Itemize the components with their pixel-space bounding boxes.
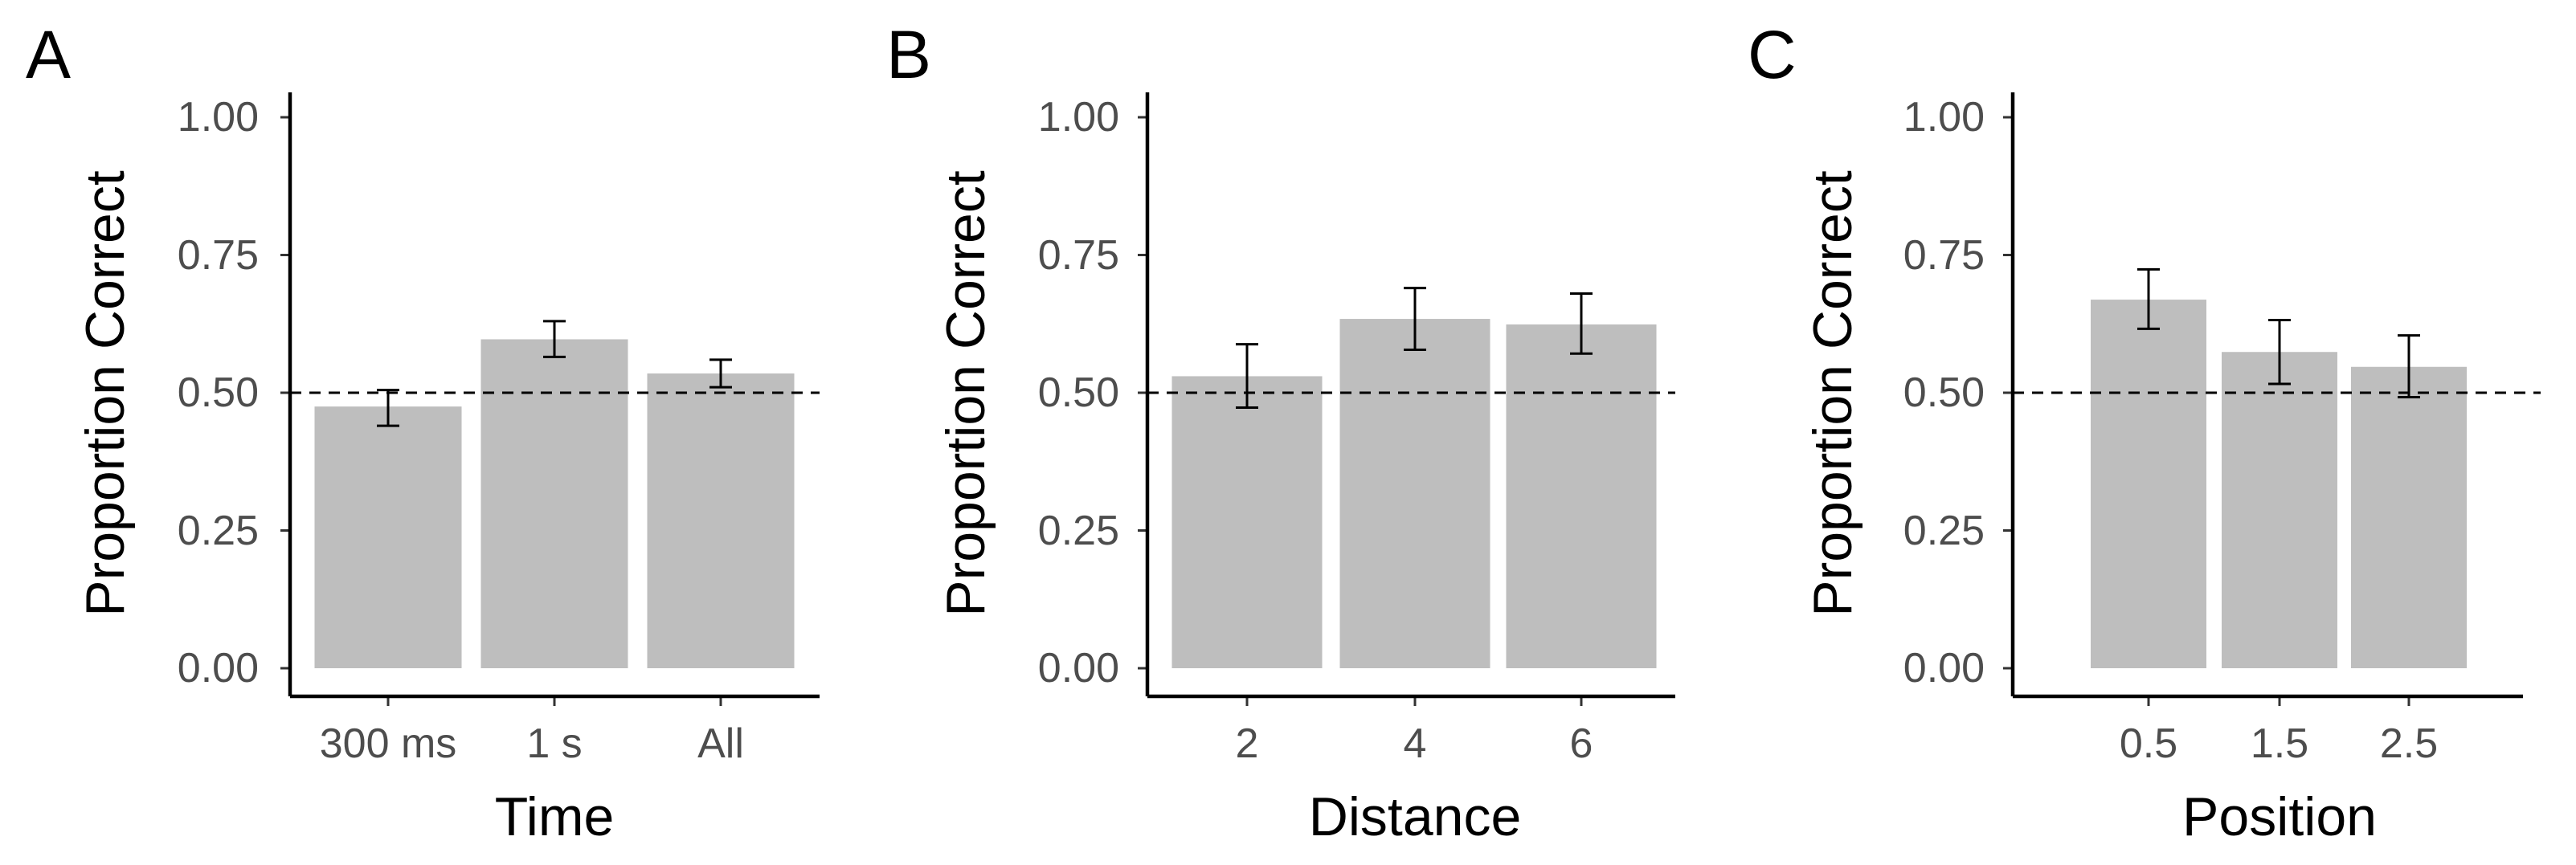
panel-b: B Proportion Correct 2 4 6 0.00 0.25 0.5… (886, 17, 1675, 847)
panel-a-y-axis-label: Proportion Correct (75, 170, 136, 617)
y-tick-label: 0.75 (1903, 232, 1985, 279)
panel-b-x-axis-label: Distance (1309, 786, 1522, 847)
panel-c-x-axis-label: Position (2182, 786, 2377, 847)
bar (480, 339, 628, 668)
bar (647, 373, 795, 668)
panel-c-x-tick-labels: 0.5 1.5 2.5 (2120, 720, 2438, 767)
panel-c: C Proportion Correct 0.5 1.5 2.5 0.00 0.… (1748, 17, 2541, 847)
y-tick-label: 0.50 (1038, 369, 1119, 416)
panel-a-y-tick-labels: 0.00 0.25 0.50 0.75 1.00 (178, 94, 259, 692)
y-tick-label: 0.00 (178, 645, 259, 692)
y-tick-label: 0.75 (1038, 232, 1119, 279)
panel-b-y-axis-label: Proportion Correct (935, 170, 996, 617)
panel-c-plot (2003, 92, 2541, 706)
y-tick-label: 0.00 (1903, 645, 1985, 692)
y-tick-label: 0.50 (1903, 369, 1985, 416)
bar (2222, 352, 2337, 668)
panel-b-y-tick-labels: 0.00 0.25 0.50 0.75 1.00 (1038, 94, 1119, 692)
y-tick-label: 0.25 (178, 508, 259, 554)
x-tick-label: All (697, 720, 744, 767)
bar (1506, 324, 1657, 668)
panel-c-y-axis-label: Proportion Correct (1802, 170, 1863, 617)
y-tick-label: 1.00 (1038, 94, 1119, 141)
y-tick-label: 0.50 (178, 369, 259, 416)
panel-a-x-tick-labels: 300 ms 1 s All (320, 720, 744, 767)
bar (2091, 300, 2206, 668)
bar (1339, 319, 1490, 668)
y-tick-label: 0.75 (178, 232, 259, 279)
panel-b-plot (1138, 92, 1675, 706)
y-tick-label: 0.25 (1903, 508, 1985, 554)
x-tick-label: 0.5 (2120, 720, 2177, 767)
y-tick-label: 0.00 (1038, 645, 1119, 692)
x-tick-label: 1.5 (2251, 720, 2308, 767)
x-tick-label: 2.5 (2380, 720, 2438, 767)
y-tick-label: 1.00 (1903, 94, 1985, 141)
panel-a-x-axis-label: Time (495, 786, 615, 847)
y-tick-label: 0.25 (1038, 508, 1119, 554)
panel-a-plot (280, 92, 820, 706)
y-tick-label: 1.00 (178, 94, 259, 141)
x-tick-label: 4 (1404, 720, 1427, 767)
x-tick-label: 1 s (526, 720, 582, 767)
bar (314, 406, 462, 668)
panel-c-y-tick-labels: 0.00 0.25 0.50 0.75 1.00 (1903, 94, 1985, 692)
x-tick-label: 6 (1570, 720, 1593, 767)
panel-a-letter: A (26, 17, 71, 92)
panel-c-letter: C (1748, 17, 1797, 92)
panel-b-x-tick-labels: 2 4 6 (1236, 720, 1593, 767)
panel-a: A Proportion Correct 300 ms 1 s All 0.00… (26, 17, 820, 847)
bar (2351, 366, 2467, 668)
bar (1171, 376, 1323, 668)
x-tick-label: 300 ms (320, 720, 457, 767)
panel-b-letter: B (886, 17, 931, 92)
x-tick-label: 2 (1236, 720, 1259, 767)
